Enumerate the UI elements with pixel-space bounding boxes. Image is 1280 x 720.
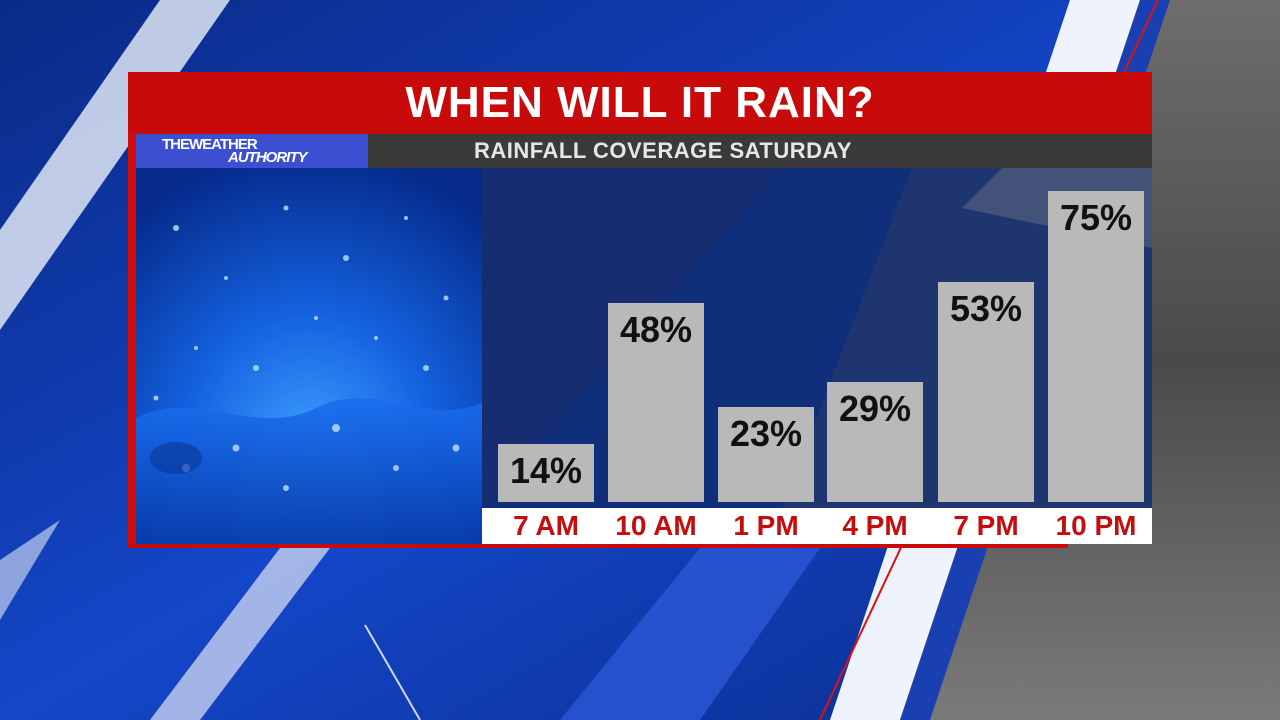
- title-bar: WHEN WILL IT RAIN?: [128, 72, 1152, 134]
- category-label-2: 1 PM: [733, 510, 799, 541]
- category-label-0: 7 AM: [513, 510, 579, 541]
- panel-left-edge: [128, 72, 136, 548]
- category-label-1: 10 AM: [615, 510, 697, 541]
- panel-bottom-edge: [128, 544, 1068, 548]
- bar-0: [498, 443, 594, 502]
- bar-value-label-1: 48%: [619, 308, 693, 350]
- station-logo: THEWEATHER AUTHORITY: [136, 134, 368, 168]
- bar-5: [1048, 190, 1144, 502]
- page-title: WHEN WILL IT RAIN?: [405, 78, 875, 127]
- rain-splash-image: [136, 168, 482, 544]
- bar-value-label-3: 29%: [838, 387, 912, 429]
- bar-value-label-2: 23%: [729, 412, 803, 454]
- category-label-5: 10 PM: [1055, 510, 1137, 541]
- bar-4: [938, 282, 1034, 502]
- bar-value-label-4: 53%: [949, 288, 1023, 330]
- logo-text-top: THEWEATHER: [162, 136, 258, 153]
- bar-2: [718, 406, 814, 502]
- logo-text-bottom: AUTHORITY: [228, 149, 307, 166]
- category-labels: 7 AM 10 AM 1 PM 4 PM 7 PM 10 PM: [482, 508, 1152, 544]
- bar-series: 14% 48% 23% 29% 53% 75%: [482, 168, 1152, 508]
- bar-value-label-0: 14%: [509, 449, 583, 491]
- chart-subtitle: RAINFALL COVERAGE SATURDAY: [474, 138, 853, 163]
- bar-value-label-5: 75%: [1059, 196, 1133, 238]
- subtitle-bar: RAINFALL COVERAGE SATURDAY: [368, 134, 1152, 168]
- category-label-3: 4 PM: [842, 510, 908, 541]
- chart-plot-area: 14% 48% 23% 29% 53% 75%: [482, 168, 1152, 508]
- bar-1: [608, 302, 704, 502]
- category-label-4: 7 PM: [953, 510, 1019, 541]
- category-axis: 7 AM 10 AM 1 PM 4 PM 7 PM 10 PM: [482, 508, 1152, 544]
- bar-3: [827, 381, 923, 502]
